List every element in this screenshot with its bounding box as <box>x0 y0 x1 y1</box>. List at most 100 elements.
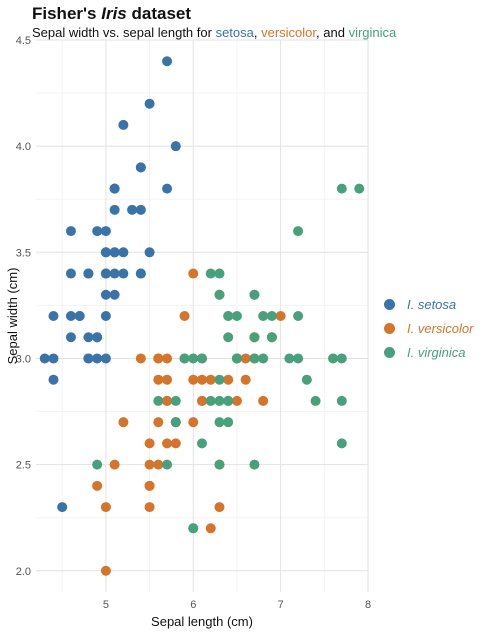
data-point <box>57 502 68 513</box>
subtitle-virginica: virginica <box>348 25 397 40</box>
data-point <box>135 204 146 215</box>
data-point <box>153 395 164 406</box>
data-point <box>153 353 164 364</box>
data-point <box>223 311 234 321</box>
data-point <box>83 332 94 343</box>
data-point <box>92 353 103 364</box>
data-point <box>100 565 111 576</box>
data-point <box>249 459 260 470</box>
data-point <box>249 332 260 343</box>
data-point <box>231 395 242 406</box>
data-point <box>197 395 207 406</box>
data-point <box>214 502 225 513</box>
data-point <box>118 268 129 279</box>
data-point <box>231 353 242 364</box>
data-point <box>162 353 173 364</box>
legend-swatch-virginica <box>384 346 395 358</box>
data-point <box>39 353 50 364</box>
x-axis-label: Sepal length (cm) <box>151 614 253 629</box>
data-point <box>188 417 199 428</box>
data-point <box>266 332 277 343</box>
data-point <box>144 502 155 513</box>
data-point <box>100 311 111 321</box>
data-point <box>135 353 146 364</box>
data-point <box>127 204 138 215</box>
data-point <box>336 183 347 194</box>
data-point <box>258 395 269 406</box>
data-point <box>109 289 120 300</box>
chart-title-suffix: dataset <box>126 4 192 23</box>
data-point <box>92 459 103 470</box>
subtitle-text: Sepal width vs. sepal length for <box>32 25 216 40</box>
legend-item-versicolor: I. versicolor <box>384 316 473 340</box>
data-point <box>74 311 85 321</box>
y-tick-label: 2.0 <box>16 566 31 578</box>
data-point <box>293 311 304 321</box>
legend-label-versicolor: I. versicolor <box>407 320 474 336</box>
data-point <box>92 480 103 491</box>
subtitle-sep-1: , <box>253 25 262 40</box>
data-point <box>144 480 155 491</box>
data-point <box>162 183 173 194</box>
data-point <box>144 459 155 470</box>
data-point <box>65 311 76 321</box>
data-point <box>100 502 111 513</box>
data-point <box>188 523 199 534</box>
data-point <box>301 374 312 385</box>
data-point <box>100 268 111 279</box>
data-point <box>118 417 129 428</box>
data-point <box>109 247 120 258</box>
data-point <box>48 374 59 385</box>
data-point <box>144 98 155 109</box>
data-point <box>214 268 225 279</box>
data-point <box>197 438 207 449</box>
data-point <box>109 459 120 470</box>
y-tick-label: 3.5 <box>16 247 31 259</box>
legend-label-virginica: I. virginica <box>407 344 466 360</box>
data-point <box>214 289 225 300</box>
data-point <box>92 226 103 237</box>
chart-title: Fisher's Iris dataset <box>32 4 191 24</box>
x-tick-label: 8 <box>365 599 371 611</box>
data-point <box>170 141 181 152</box>
data-point <box>205 395 216 406</box>
data-point <box>162 438 173 449</box>
data-point <box>205 374 216 385</box>
data-point <box>249 289 260 300</box>
data-point <box>65 268 76 279</box>
data-point <box>293 353 304 364</box>
series-2 <box>92 183 365 534</box>
data-point <box>240 353 251 364</box>
chart-subtitle: Sepal width vs. sepal length for setosa,… <box>32 25 396 40</box>
chart-title-prefix: Fisher's <box>32 4 102 23</box>
subtitle-setosa: setosa <box>215 25 254 40</box>
data-point <box>65 332 76 343</box>
legend-item-virginica: I. virginica <box>384 340 473 364</box>
data-point <box>258 311 269 321</box>
data-point <box>162 395 173 406</box>
data-point <box>170 438 181 449</box>
data-point <box>231 311 242 321</box>
data-point <box>118 247 129 258</box>
data-point <box>293 226 304 237</box>
x-tick-label: 5 <box>103 599 109 611</box>
data-point <box>83 268 94 279</box>
data-point <box>92 332 103 343</box>
data-point <box>170 395 181 406</box>
x-tick-label: 6 <box>190 599 196 611</box>
y-tick-label: 4.5 <box>16 35 31 47</box>
data-point <box>354 183 365 194</box>
data-point <box>205 268 216 279</box>
data-point <box>153 374 164 385</box>
y-tick-label: 2.5 <box>16 460 31 472</box>
data-point <box>100 289 111 300</box>
data-point <box>205 523 216 534</box>
data-point <box>135 268 146 279</box>
data-point <box>109 204 120 215</box>
data-point <box>284 353 295 364</box>
data-point <box>109 183 120 194</box>
data-point <box>144 247 155 258</box>
data-point <box>83 353 94 364</box>
